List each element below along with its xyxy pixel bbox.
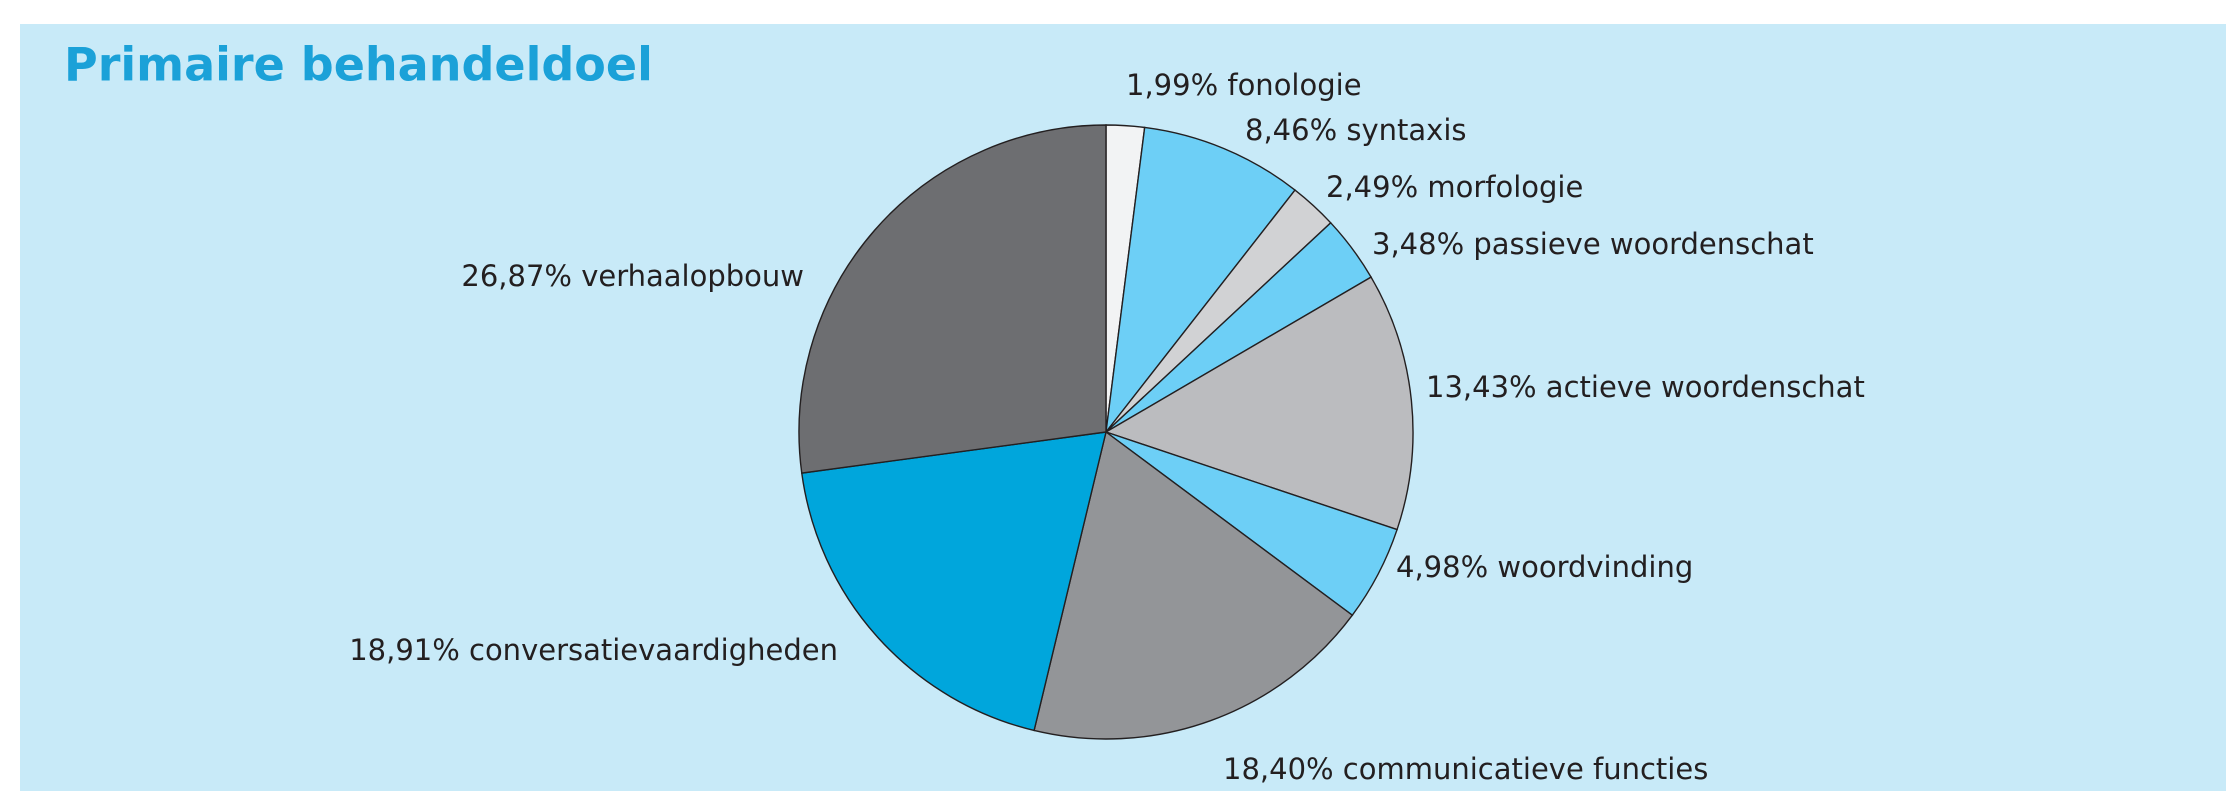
slice-value-label: 4,98% [1396,550,1488,584]
slice-category-label: actieve woordenschat [1546,370,1865,404]
slice-value-label: 18,91% [349,633,460,667]
slice-category-label: fonologie [1227,68,1361,102]
slice-category-label: woordvinding [1497,550,1693,584]
slice-value-label: 1,99% [1126,68,1218,102]
pie-slice [1033,430,1354,740]
slice-label: 1,99% fonologie [1126,68,1362,102]
slice-value-label: 3,48% [1372,227,1464,261]
slice-category-label: morfologie [1427,170,1583,204]
slice-category-label: syntaxis [1346,113,1466,147]
slice-value-label: 18,40% [1223,752,1334,786]
slice-value-label: 2,49% [1326,170,1418,204]
slice-value-label: 8,46% [1245,113,1337,147]
slice-label: 13,43% actieve woordenschat [1426,370,1865,404]
chart-title: Primaire behandeldoel [64,38,653,92]
slice-category-label: conversatievaardigheden [469,633,838,667]
slice-value-label: 13,43% [1426,370,1537,404]
slice-category-label: passieve woordenschat [1473,227,1813,261]
slice-label: 4,98% woordvinding [1396,550,1693,584]
slice-label: 2,49% morfologie [1326,170,1583,204]
pie-slice [1104,126,1296,435]
slice-category-label: verhaalopbouw [581,259,804,293]
pie-slice [1104,276,1414,531]
slice-label: 18,40% communicatieve functies [1223,752,1708,786]
slice-label: 3,48% passieve woordenschat [1372,227,1814,261]
pie-slice [800,431,1107,732]
slice-value-label: 26,87% [461,259,572,293]
slice-label: 26,87% verhaalopbouw [461,259,804,293]
slice-category-label: communicatieve functies [1343,752,1709,786]
slice-label: 8,46% syntaxis [1245,113,1466,147]
slice-label: 18,91% conversatievaardigheden [349,633,838,667]
pie-slice [798,124,1107,474]
